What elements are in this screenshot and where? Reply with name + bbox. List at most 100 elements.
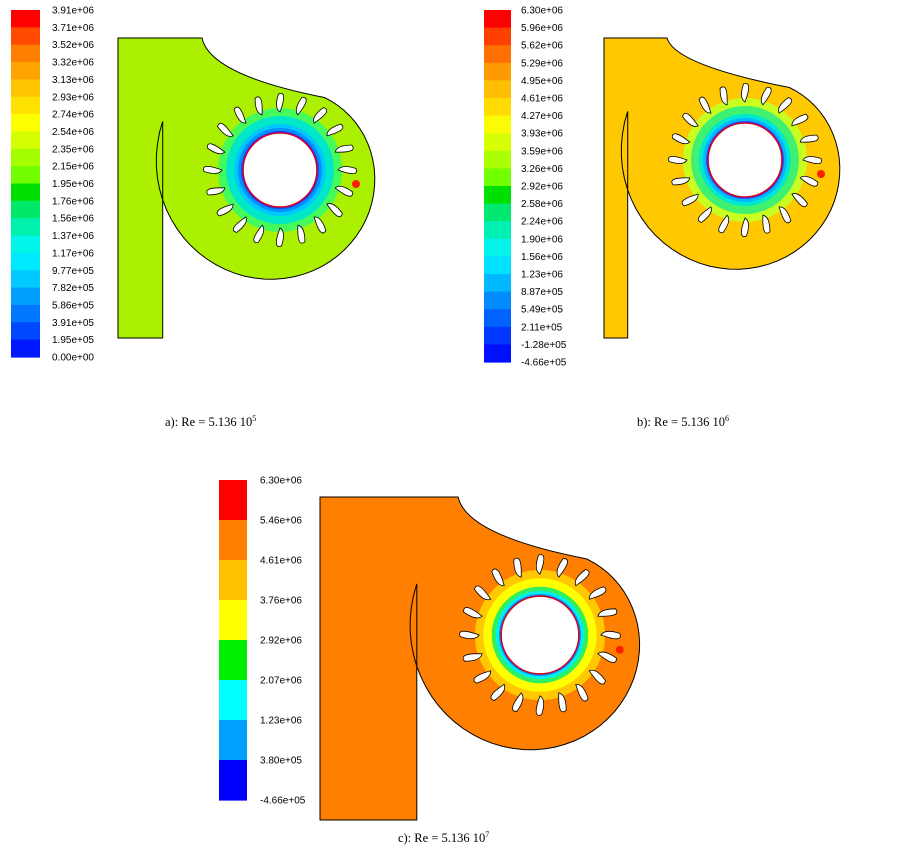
colorbar-swatch [11, 218, 40, 237]
colorbar-tick-label: 1.76e+06 [52, 196, 94, 207]
colorbar-swatch [11, 27, 40, 46]
rotor-blade [778, 97, 793, 114]
pressure-hotspot [615, 645, 624, 654]
rotor-blade [600, 630, 621, 640]
colorbar-tick-label: 3.71e+06 [52, 23, 94, 34]
colorbar-tick-label: 5.49e+05 [521, 305, 563, 316]
colorbar-swatch [219, 480, 247, 521]
panel-c: 6.30e+06 5.46e+06 4.61e+06 3.76e+06 2.92e+06… [219, 476, 641, 845]
colorbar-tick-label: 5.46e+06 [260, 516, 302, 527]
rotor-blade [697, 206, 712, 223]
colorbar-tick-label: -1.28e+05 [521, 340, 567, 351]
colorbar-swatch [11, 183, 40, 202]
colorbar-swatch [11, 166, 40, 185]
rotor-blade [297, 224, 306, 244]
colorbar-swatch [484, 344, 511, 363]
rotor-blade [574, 569, 590, 587]
rotor-blade [719, 86, 728, 106]
rotor-blade [718, 214, 730, 234]
rotor-blade [490, 683, 506, 701]
colorbar-tick-label: 3.76e+06 [260, 596, 302, 607]
rotor-blade [556, 558, 568, 578]
colorbar-swatch [11, 96, 40, 115]
colorbar-tick-label: 6.30e+06 [521, 6, 563, 17]
flow-field-c [319, 496, 641, 821]
rotor-blade [740, 217, 749, 237]
colorbar-tick-label: 0.00e+00 [52, 353, 94, 364]
colorbar-tick-label: 2.58e+06 [521, 199, 563, 210]
colorbar-swatch [219, 560, 247, 601]
colorbar-tick-label: -4.66e+05 [521, 358, 567, 369]
rotor-blade [513, 557, 522, 578]
colorbar-swatch [484, 309, 511, 328]
colorbar-swatch [11, 252, 40, 271]
colorbar-swatch [484, 98, 511, 117]
rotor-blade [535, 695, 545, 716]
rotor-blade [698, 96, 712, 114]
pressure-hotspot [352, 180, 360, 188]
colorbar-swatch [11, 235, 40, 254]
colorbar-tick-label: 5.96e+06 [521, 23, 563, 34]
rotor-blade [254, 96, 263, 116]
colorbar-tick-label: 2.54e+06 [52, 127, 94, 138]
rotor-blade [459, 630, 480, 640]
colorbar-tick-label: 7.82e+05 [52, 283, 94, 294]
colorbar-tick-label: 1.56e+06 [521, 252, 563, 263]
rotor-blade [462, 653, 483, 662]
colorbar-c: 6.30e+06 5.46e+06 4.61e+06 3.76e+06 2.92e+06… [219, 476, 306, 807]
colorbar-swatch [484, 274, 511, 293]
rotor-hub [707, 122, 783, 198]
rotor-blade [334, 144, 354, 153]
rotor-blade [206, 187, 226, 196]
rotor-blade [597, 651, 617, 663]
colorbar-swatch [484, 186, 511, 205]
rotor-blade [762, 214, 771, 234]
rotor-blade [588, 669, 606, 685]
colorbar-tick-label: 5.62e+06 [521, 41, 563, 52]
colorbar-tick-label: 3.52e+06 [52, 40, 94, 51]
panel-a: 3.91e+06 3.71e+06 3.52e+06 3.32e+06 3.13e+06… [11, 6, 376, 429]
colorbar-swatch [11, 131, 40, 150]
rotor-blade [334, 185, 354, 197]
colorbar-tick-label: 3.59e+06 [521, 146, 563, 157]
colorbar-swatch [484, 45, 511, 64]
colorbar-swatch [484, 256, 511, 275]
colorbar-swatch [484, 10, 511, 29]
colorbar-tick-label: 1.17e+06 [52, 248, 94, 259]
colorbar-tick-label: 9.77e+05 [52, 266, 94, 277]
colorbar-tick-label: 4.61e+06 [260, 556, 302, 567]
panel-b: 6.30e+06 5.96e+06 5.62e+06 5.29e+06 4.95e+06… [484, 6, 841, 429]
colorbar-tick-label: 2.11e+05 [521, 322, 563, 333]
rotor-blade [326, 203, 343, 218]
colorbar-tick-label: -4.66e+05 [260, 796, 306, 807]
rotor-blade [802, 156, 822, 165]
rotor-blade [463, 607, 483, 619]
rotor-blade [588, 586, 607, 600]
pressure-hotspot [817, 170, 825, 178]
colorbar-swatch [219, 760, 247, 801]
rotor-blade [473, 670, 492, 684]
colorbar-tick-label: 1.56e+06 [52, 214, 94, 225]
rotor-blade [233, 106, 247, 124]
rotor-blade [474, 585, 492, 601]
colorbar-tick-label: 1.95e+05 [52, 335, 94, 346]
colorbar-tick-label: 4.27e+06 [521, 111, 563, 122]
colorbar-swatch [11, 339, 40, 358]
caption-b: b): Re = 5.136 106 [637, 414, 729, 429]
colorbar-swatch [484, 62, 511, 81]
colorbar-tick-label: 3.13e+06 [52, 75, 94, 86]
rotor-hub [242, 132, 318, 208]
colorbar-swatch [484, 203, 511, 222]
colorbar-swatch [11, 79, 40, 98]
rotor-blade [512, 692, 524, 712]
rotor-blade [597, 608, 618, 617]
colorbar-tick-label: 2.15e+06 [52, 162, 94, 173]
colorbar-swatch [484, 326, 511, 345]
flow-field-b [603, 37, 841, 339]
colorbar-swatch [11, 114, 40, 133]
colorbar-tick-label: 2.93e+06 [52, 92, 94, 103]
rotor-blade [760, 86, 772, 106]
rotor-blade [295, 96, 307, 116]
colorbar-swatch [11, 10, 40, 28]
flow-field-a [117, 37, 376, 339]
